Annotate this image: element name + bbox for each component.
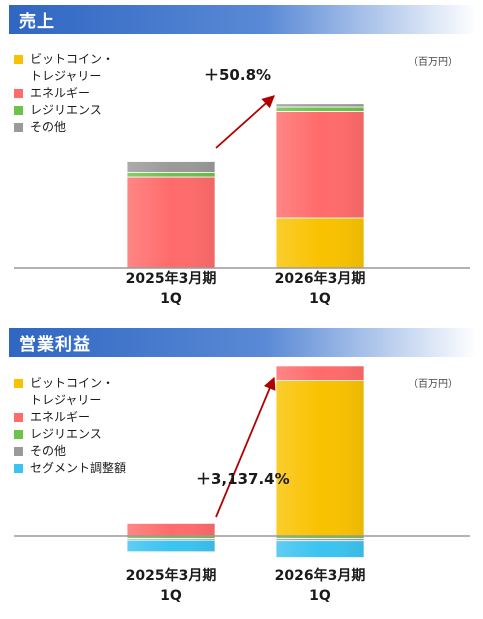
bar-segment-sheen (276, 365, 364, 381)
operating-profit-panel-header: 営業利益 (9, 328, 477, 357)
bar-segment-sheen (276, 540, 364, 558)
category-label: 2025年3月期 1Q (126, 567, 217, 604)
legend-swatch (14, 55, 23, 64)
legend-label: セグメント調整額 (30, 461, 127, 475)
legend-item: レジリエンス (14, 102, 114, 119)
bar-segment-sheen (276, 538, 364, 541)
category-label: 2026年3月期 1Q (275, 567, 366, 604)
legend-item: レジリエンス (14, 426, 126, 443)
sales-legend: ビットコイン・ トレジャリーエネルギーレジリエンス その他 (14, 51, 114, 136)
growth-annotation: ＋3,137.4% (196, 470, 290, 488)
bar-segment-sheen (127, 177, 215, 268)
legend-item: ビットコイン・ トレジャリー (14, 51, 114, 85)
bar-segment-sheen (127, 536, 215, 539)
bar-segment-sheen (276, 111, 364, 218)
legend-swatch (14, 447, 23, 456)
legend-label: その他 (30, 444, 67, 458)
bar-segment-sheen (276, 106, 364, 112)
growth-annotation: ＋50.8% (204, 66, 271, 84)
bar-segment-sheen (127, 172, 215, 177)
legend-item: エネルギー (14, 409, 126, 426)
bar-segment-sheen (276, 217, 364, 268)
legend-label: ビットコイン・ トレジャリー (30, 376, 115, 407)
bar-segment-sheen (127, 523, 215, 536)
bar-segment-sheen (127, 161, 215, 173)
growth-arrow (215, 376, 276, 518)
growth-arrow (215, 95, 275, 149)
legend-label: その他 (30, 120, 67, 134)
operating-profit-panel-title: 営業利益 (19, 335, 91, 355)
sales-unit-label: （百万円） (408, 57, 458, 68)
sales-panel-title: 売上 (19, 12, 55, 32)
legend-swatch (14, 89, 23, 98)
sales-panel-header: 売上 (9, 5, 477, 34)
legend-item: セグメント調整額 (14, 460, 126, 477)
legend-label: レジリエンス (30, 103, 102, 117)
legend-swatch (14, 123, 23, 132)
bar-segment-sheen (276, 536, 364, 539)
bar-segment-sheen (276, 380, 364, 536)
category-label: 2026年3月期 1Q (275, 270, 366, 307)
legend-swatch (14, 379, 23, 388)
legend-item: ビットコイン・ トレジャリー (14, 375, 126, 409)
legend-label: エネルギー (30, 86, 91, 100)
legend-swatch (14, 413, 23, 422)
operating-profit-legend: ビットコイン・ トレジャリーエネルギーレジリエンス その他セグメント調整額 (14, 375, 126, 477)
legend-swatch (14, 464, 23, 473)
legend-item: エネルギー (14, 85, 114, 102)
legend-item: その他 (14, 119, 114, 136)
legend-label: エネルギー (30, 410, 91, 424)
legend-item: その他 (14, 443, 126, 460)
bar-segment-sheen (127, 538, 215, 541)
bar-segment-sheen (276, 103, 364, 107)
legend-label: ビットコイン・ トレジャリー (30, 52, 115, 83)
bar-segment-sheen (127, 540, 215, 552)
category-label: 2025年3月期 1Q (126, 270, 217, 307)
legend-label: レジリエンス (30, 427, 102, 441)
legend-swatch (14, 430, 23, 439)
legend-swatch (14, 106, 23, 115)
operating-profit-unit-label: （百万円） (408, 379, 458, 390)
